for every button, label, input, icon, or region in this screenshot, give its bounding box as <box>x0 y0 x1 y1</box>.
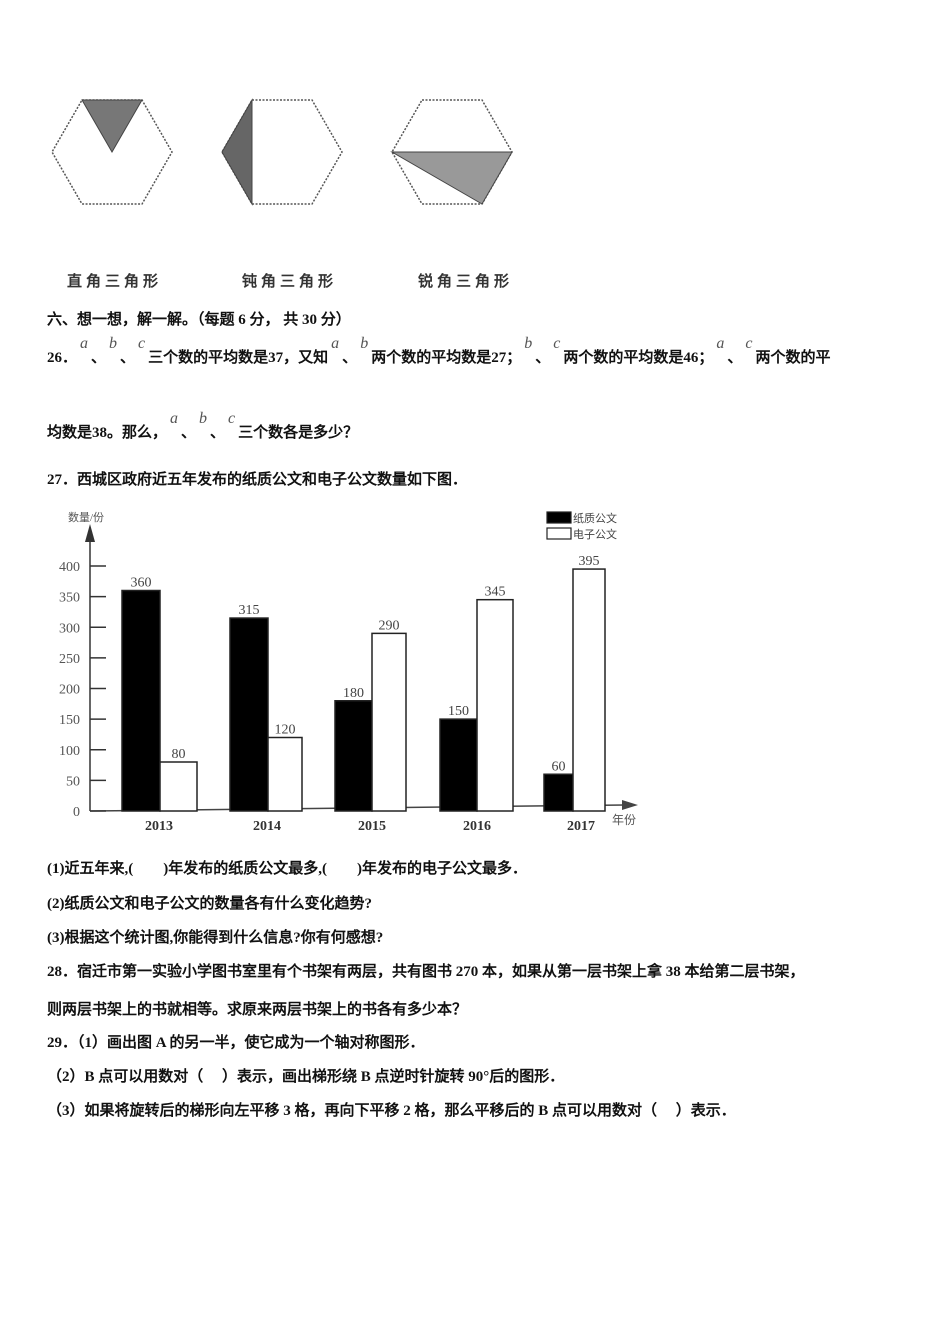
hexagon-obtuse-triangle <box>221 98 343 206</box>
bar-2016-1 <box>476 598 514 812</box>
text-segment: 两个数的平均数是46； <box>563 350 714 366</box>
text-segment: 两个数的平 <box>755 350 831 366</box>
variable: b <box>199 410 208 427</box>
text-segment: 三个数各是多少？ <box>238 425 359 441</box>
y-tick-label: 300 <box>59 621 80 636</box>
y-axis-label: 数量/份 <box>68 511 104 524</box>
y-tick-label: 0 <box>73 805 80 820</box>
y-tick-label: 250 <box>59 652 80 667</box>
bar-2013-0 <box>121 589 161 812</box>
q27-sub2: (2)纸质公文和电子公文的数量各有什么变化趋势? <box>47 896 372 912</box>
text-segment: 、 <box>727 350 743 366</box>
y-axis-arrow <box>85 524 95 542</box>
q28-line2: 则两层书架上的书就相等。求原来两层书架上的书各有多少本？ <box>47 1002 468 1018</box>
data-label: 60 <box>552 759 566 774</box>
data-label: 315 <box>239 603 260 618</box>
variable: a <box>80 335 89 352</box>
data-label: 80 <box>172 747 186 762</box>
variable: b <box>109 335 118 352</box>
data-label: 150 <box>448 704 469 719</box>
bar-2015-1 <box>371 632 407 812</box>
data-label: 290 <box>379 618 400 633</box>
text-segment: 、 <box>120 350 136 366</box>
text-segment: 两个数的平均数是27； <box>371 350 522 366</box>
bar-2014-0 <box>229 617 269 812</box>
y-tick-label: 50 <box>66 774 80 789</box>
figure-label-acute: 锐角三角形 <box>418 274 514 290</box>
y-tick-label: 200 <box>59 683 80 698</box>
x-tick-label: 2016 <box>463 819 491 834</box>
data-label: 180 <box>343 686 364 701</box>
text-segment: 、 <box>181 425 197 441</box>
variable: c <box>745 335 753 352</box>
variable: b <box>360 335 369 352</box>
bar-2017-1 <box>572 568 606 812</box>
y-tick-label: 150 <box>59 713 80 728</box>
text-segment: 均数是38。那么， <box>47 425 168 441</box>
text-segment: 、 <box>210 425 226 441</box>
variable: c <box>138 335 146 352</box>
q29-line2: （2）B 点可以用数对（ ）表示，画出梯形绕 B 点逆时针旋转 90°后的图形． <box>47 1069 565 1085</box>
x-tick-label: 2013 <box>145 819 173 834</box>
legend-label: 电子公文 <box>573 527 617 541</box>
data-label: 345 <box>485 585 506 600</box>
bar-chart: 数量/份年份 0 50 100 150 200 250 300 350 400 360 80 2013 3… <box>59 511 638 834</box>
text-segment: 三个数的平均数是37，又知 <box>148 350 329 366</box>
q27-title: 27．西城区政府近五年发布的纸质公文和电子公文数量如下图． <box>47 472 468 488</box>
variable: a <box>716 335 725 352</box>
legend-swatch <box>546 511 572 524</box>
figure-label-right: 直角三角形 <box>67 274 163 290</box>
x-tick-label: 2014 <box>253 819 281 834</box>
data-label: 120 <box>275 723 296 738</box>
bar-2015-0 <box>334 700 373 812</box>
q29-line1: 29．（1）画出图 A 的另一半，使它成为一个轴对称图形． <box>47 1035 425 1051</box>
bar-2013-1 <box>159 761 198 812</box>
q29-line3: （3）如果将旋转后的梯形向左平移 3 格，再向下平移 2 格，那么平移后的 B … <box>47 1103 736 1119</box>
q27-sub1: (1)近五年来,( )年发布的纸质公文最多,( )年发布的电子公文最多． <box>47 861 527 877</box>
hexagon-right-triangle <box>51 99 173 205</box>
data-label: 395 <box>579 554 600 569</box>
x-axis-arrow <box>622 800 638 810</box>
legend-swatch <box>546 527 572 540</box>
text-segment: 、 <box>91 350 107 366</box>
bar-2016-0 <box>439 718 478 812</box>
bar-2017-0 <box>543 773 574 812</box>
hexagon-acute-triangle <box>390 99 513 205</box>
q26-line2: 均数是38。那么，a、b、c三个数各是多少？ <box>47 410 359 443</box>
variable: c <box>553 335 561 352</box>
section-title: 六、想一想，解一解。（每题 6 分， 共 30 分） <box>47 312 351 328</box>
x-axis-label: 年份 <box>612 813 636 827</box>
variable: c <box>228 410 236 427</box>
y-tick-label: 400 <box>59 560 80 575</box>
x-tick-label: 2015 <box>358 819 386 834</box>
variable: b <box>524 335 533 352</box>
q27-sub3: (3)根据这个统计图,你能得到什么信息?你有何感想? <box>47 930 384 946</box>
text-segment: 26． <box>47 350 78 366</box>
text-segment: 、 <box>535 350 551 366</box>
x-tick-label: 2017 <box>567 819 595 834</box>
q26-line1: 26．a、b、c三个数的平均数是37，又知a、b两个数的平均数是27；b、c两个… <box>47 335 831 368</box>
legend-label: 纸质公文 <box>573 511 617 525</box>
y-tick-label: 350 <box>59 591 80 606</box>
variable: a <box>170 410 179 427</box>
data-label: 360 <box>131 576 152 591</box>
text-segment: 、 <box>342 350 358 366</box>
variable: a <box>331 335 340 352</box>
hexagon-figures <box>51 98 513 206</box>
y-tick-label: 100 <box>59 744 80 759</box>
figure-label-obtuse: 钝角三角形 <box>242 274 338 290</box>
q28-line1: 28．宿迁市第一实验小学图书室里有个书架有两层，共有图书 270 本，如果从第一… <box>47 964 805 980</box>
bar-2014-1 <box>267 736 303 812</box>
